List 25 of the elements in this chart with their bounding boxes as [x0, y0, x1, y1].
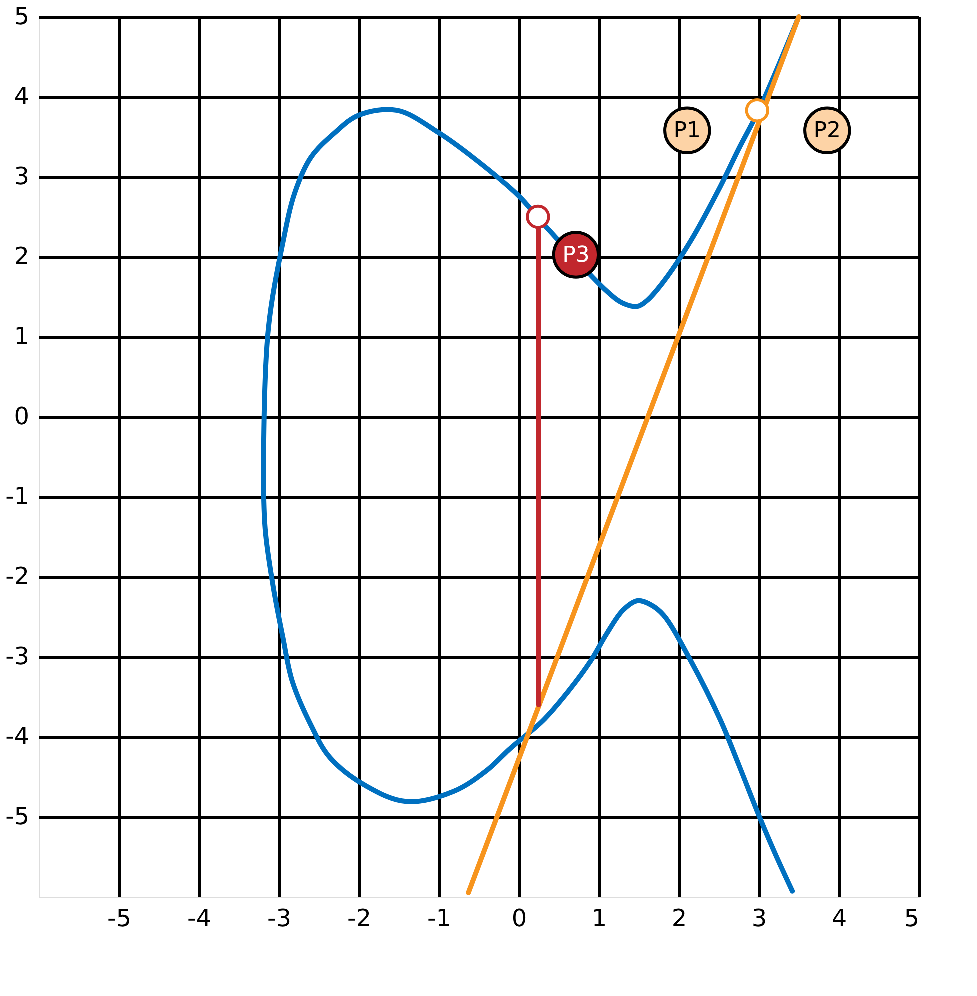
- x-tick-label: 0: [512, 904, 528, 932]
- annotation: P3: [562, 243, 590, 268]
- y-tick-label: 1: [14, 322, 30, 350]
- y-tick-label: -2: [6, 562, 30, 590]
- x-tick-label: 1: [592, 904, 608, 932]
- annotation: P2: [814, 118, 842, 144]
- x-tick-label: 2: [672, 904, 688, 932]
- y-tick-label: 4: [14, 82, 30, 110]
- x-tick-label: -2: [348, 904, 372, 932]
- y-tick-label: -5: [6, 802, 30, 830]
- x-tick-label: 4: [832, 904, 848, 932]
- x-tick-label: -1: [428, 904, 452, 932]
- y-tick-label: 0: [14, 402, 30, 430]
- annotation: P1: [674, 118, 702, 144]
- y-tick-label: -4: [6, 722, 30, 750]
- y-tick-label: -3: [6, 642, 30, 670]
- x-tick-label: -3: [268, 904, 292, 932]
- x-tick-label: 5: [904, 904, 920, 932]
- x-tick-label: 3: [752, 904, 768, 932]
- y-tick-label: 2: [14, 242, 30, 270]
- y-tick-label: 3: [14, 162, 30, 190]
- x-tick-label: -4: [188, 904, 212, 932]
- y-tick-label: 5: [14, 2, 30, 30]
- x-tick-label: -5: [108, 904, 132, 932]
- y-tick-label: -1: [6, 482, 30, 510]
